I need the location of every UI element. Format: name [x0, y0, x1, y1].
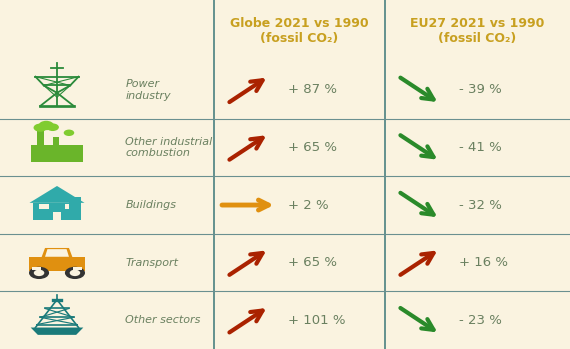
Text: EU27 2021 vs 1990
(fossil CO₂): EU27 2021 vs 1990 (fossil CO₂)	[410, 16, 544, 45]
Polygon shape	[31, 327, 83, 335]
Text: Globe 2021 vs 1990
(fossil CO₂): Globe 2021 vs 1990 (fossil CO₂)	[230, 16, 369, 45]
Circle shape	[64, 129, 74, 136]
Circle shape	[70, 270, 80, 276]
Polygon shape	[36, 131, 44, 144]
Text: Other industrial
combustion: Other industrial combustion	[125, 137, 213, 158]
Polygon shape	[32, 267, 42, 270]
Polygon shape	[54, 137, 59, 144]
Polygon shape	[31, 144, 83, 162]
Text: + 101 %: + 101 %	[288, 314, 345, 327]
Text: - 32 %: - 32 %	[459, 199, 502, 211]
Text: + 65 %: + 65 %	[288, 141, 337, 154]
Polygon shape	[30, 268, 84, 272]
Circle shape	[39, 121, 54, 130]
Polygon shape	[72, 267, 82, 270]
Polygon shape	[30, 258, 84, 268]
Circle shape	[34, 270, 44, 276]
Text: - 41 %: - 41 %	[459, 141, 502, 154]
Text: + 87 %: + 87 %	[288, 83, 337, 96]
Circle shape	[29, 267, 49, 279]
Circle shape	[65, 267, 85, 279]
Text: - 23 %: - 23 %	[459, 314, 502, 327]
Text: + 2 %: + 2 %	[288, 199, 328, 211]
Text: + 65 %: + 65 %	[288, 256, 337, 269]
Text: + 16 %: + 16 %	[459, 256, 508, 269]
Polygon shape	[66, 203, 75, 209]
Text: Transport: Transport	[125, 258, 178, 268]
Polygon shape	[42, 248, 72, 258]
Circle shape	[47, 124, 59, 131]
Polygon shape	[33, 203, 81, 220]
Text: Buildings: Buildings	[125, 200, 176, 210]
Text: Power
industry: Power industry	[125, 79, 171, 101]
Polygon shape	[39, 203, 48, 209]
Polygon shape	[54, 212, 60, 220]
Polygon shape	[30, 186, 84, 203]
Circle shape	[34, 124, 47, 132]
Polygon shape	[69, 197, 81, 220]
Polygon shape	[45, 249, 69, 257]
Text: - 39 %: - 39 %	[459, 83, 502, 96]
Text: Other sectors: Other sectors	[125, 315, 201, 325]
